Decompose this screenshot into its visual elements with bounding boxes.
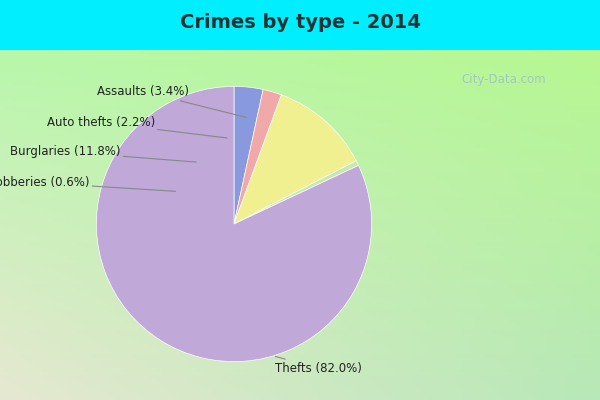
Wedge shape: [234, 90, 281, 224]
Text: Crimes by type - 2014: Crimes by type - 2014: [179, 12, 421, 32]
Wedge shape: [234, 86, 263, 224]
Text: Thefts (82.0%): Thefts (82.0%): [275, 356, 362, 375]
Text: Robberies (0.6%): Robberies (0.6%): [0, 176, 176, 191]
Text: Auto thefts (2.2%): Auto thefts (2.2%): [47, 116, 227, 138]
Text: Burglaries (11.8%): Burglaries (11.8%): [10, 145, 196, 162]
Wedge shape: [234, 95, 356, 224]
Text: City-Data.com: City-Data.com: [461, 74, 547, 86]
Wedge shape: [234, 161, 359, 224]
Text: Assaults (3.4%): Assaults (3.4%): [97, 85, 246, 117]
Wedge shape: [97, 86, 371, 362]
